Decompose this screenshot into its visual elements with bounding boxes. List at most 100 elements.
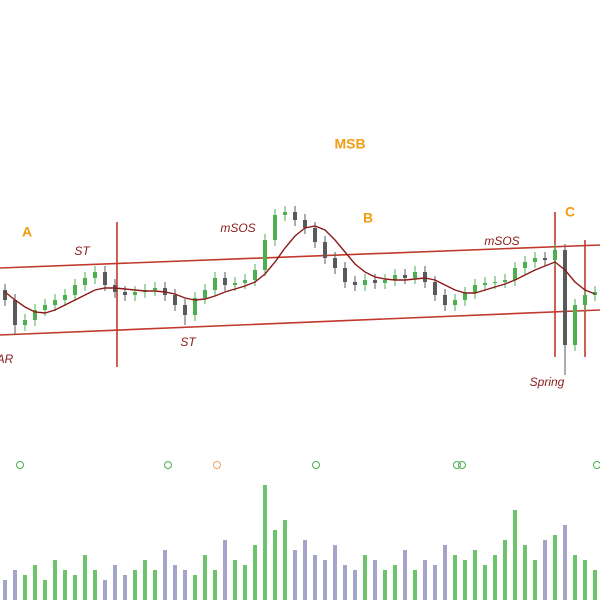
candle-body — [83, 278, 87, 285]
event-marker — [164, 461, 172, 469]
phase-label: B — [363, 210, 373, 226]
candle-body — [323, 242, 327, 258]
volume-bar — [513, 510, 517, 600]
volume-bar — [123, 575, 127, 600]
event-marker — [458, 461, 466, 469]
candle-body — [273, 215, 277, 240]
candle-body — [393, 275, 397, 280]
volume-bar — [433, 565, 437, 600]
candle-body — [223, 278, 227, 285]
volume-bar — [83, 555, 87, 600]
candle-body — [3, 290, 7, 300]
volume-bar — [13, 570, 17, 600]
candle-body — [453, 300, 457, 305]
candle-body — [383, 280, 387, 283]
moving-average — [4, 225, 596, 314]
volume-bar — [113, 565, 117, 600]
volume-bar — [303, 540, 307, 600]
candle-body — [333, 258, 337, 268]
candle-body — [253, 270, 257, 280]
candle-body — [73, 285, 77, 295]
candle-body — [123, 292, 127, 295]
volume-bar — [273, 530, 277, 600]
candle-body — [573, 305, 577, 345]
volume-bar — [463, 560, 467, 600]
volume-bar — [413, 570, 417, 600]
phase-label: MSB — [334, 136, 365, 152]
volume-bar — [453, 555, 457, 600]
volume-bar — [563, 525, 567, 600]
volume-bar — [493, 555, 497, 600]
candle-body — [33, 310, 37, 320]
candle-body — [233, 283, 237, 285]
candle-body — [193, 298, 197, 315]
candle-body — [403, 275, 407, 278]
candle-body — [103, 272, 107, 285]
candle-body — [53, 300, 57, 305]
volume-bar — [143, 560, 147, 600]
candle-body — [183, 305, 187, 315]
volume-bar — [53, 560, 57, 600]
volume-bar — [33, 565, 37, 600]
volume-bar — [383, 570, 387, 600]
candle-body — [293, 212, 297, 220]
event-marker — [16, 461, 24, 469]
candle-body — [343, 268, 347, 282]
volume-bar — [203, 555, 207, 600]
candle-body — [13, 300, 17, 325]
candle-body — [543, 258, 547, 260]
volume-bar — [323, 560, 327, 600]
phase-label: A — [22, 224, 32, 240]
candle-body — [583, 295, 587, 305]
candle-body — [443, 295, 447, 305]
volume-bar — [173, 565, 177, 600]
volume-bar — [153, 570, 157, 600]
candle-body — [373, 280, 377, 283]
volume-bar — [403, 550, 407, 600]
volume-bar — [483, 565, 487, 600]
candle-body — [93, 272, 97, 278]
candle-body — [133, 292, 137, 295]
volume-bar — [293, 550, 297, 600]
volume-bar — [343, 565, 347, 600]
candle-body — [283, 212, 287, 215]
volume-bar — [193, 575, 197, 600]
event-label: AR — [0, 352, 14, 366]
event-markers — [16, 461, 600, 469]
volume-bar — [73, 575, 77, 600]
volume-bar — [423, 560, 427, 600]
candle-body — [553, 250, 557, 260]
volume-bar — [523, 545, 527, 600]
volume-bar — [283, 520, 287, 600]
volume-bar — [93, 570, 97, 600]
volume-bar — [183, 570, 187, 600]
volume-bar — [553, 535, 557, 600]
volume-bar — [543, 540, 547, 600]
event-label: mSOS — [220, 221, 255, 235]
candle-body — [243, 280, 247, 283]
candle-body — [483, 283, 487, 285]
phase-label: C — [565, 204, 575, 220]
volume-bar — [533, 560, 537, 600]
candle-body — [463, 293, 467, 300]
candle-body — [363, 280, 367, 285]
volume-bar — [503, 540, 507, 600]
volume-bar — [3, 580, 7, 600]
volume-bar — [163, 550, 167, 600]
candle-body — [423, 272, 427, 282]
volume-bar — [473, 550, 477, 600]
volume-bar — [443, 545, 447, 600]
event-marker — [312, 461, 320, 469]
volume-bar — [243, 565, 247, 600]
event-marker — [213, 461, 221, 469]
volume-bar — [373, 560, 377, 600]
candle-body — [23, 320, 27, 325]
candle-body — [263, 240, 267, 270]
volume-bar — [573, 555, 577, 600]
event-label: ST — [74, 244, 91, 258]
volume-bar — [103, 580, 107, 600]
candle-body — [533, 258, 537, 262]
volume-bar — [63, 570, 67, 600]
candle-body — [493, 282, 497, 283]
